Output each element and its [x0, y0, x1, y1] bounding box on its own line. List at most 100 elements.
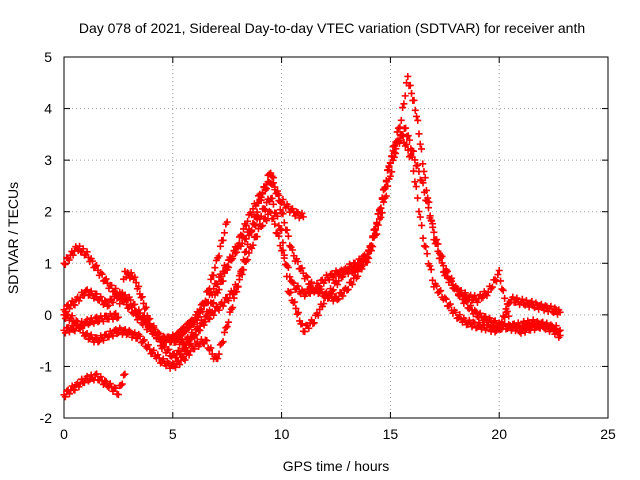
data-point	[99, 336, 107, 344]
data-point	[418, 221, 426, 229]
data-point	[320, 300, 328, 308]
data-point	[513, 294, 521, 302]
data-point	[135, 306, 143, 314]
data-point	[503, 307, 511, 315]
data-point	[408, 89, 416, 97]
data-point	[72, 317, 80, 325]
data-point	[219, 236, 227, 244]
data-point	[404, 146, 412, 154]
data-point	[104, 302, 112, 310]
data-point	[333, 296, 341, 304]
data-point	[89, 257, 97, 265]
data-point	[309, 320, 317, 328]
data-point	[313, 284, 321, 292]
data-point	[415, 130, 423, 138]
data-point	[411, 106, 419, 114]
data-point	[288, 246, 296, 254]
data-point	[386, 159, 394, 167]
data-point	[362, 254, 370, 262]
data-point	[93, 262, 101, 270]
axis-ticks: 0 5 10 15 20 25 -2 -1 0 1 2 3 4 5	[40, 49, 616, 442]
y-tick-label: 3	[44, 152, 52, 168]
data-point	[223, 323, 231, 331]
data-point	[140, 299, 148, 307]
data-point	[420, 167, 428, 175]
data-point	[216, 242, 224, 250]
data-point	[74, 318, 82, 326]
data-point	[324, 294, 332, 302]
data-point	[242, 222, 250, 230]
data-point	[207, 344, 215, 352]
data-point	[484, 288, 492, 296]
x-tick-label: 20	[491, 426, 507, 442]
data-point	[181, 356, 189, 364]
data-point	[146, 315, 154, 323]
data-point	[220, 328, 228, 336]
data-point	[244, 217, 252, 225]
data-point	[180, 329, 188, 337]
data-point	[112, 309, 120, 317]
data-point	[422, 186, 430, 194]
data-point	[416, 140, 424, 148]
data-point	[426, 262, 434, 270]
data-point	[101, 297, 109, 305]
data-point	[244, 240, 252, 248]
data-point	[114, 313, 122, 321]
data-point	[482, 313, 490, 321]
data-point	[421, 174, 429, 182]
data-point	[476, 309, 484, 317]
y-tick-label: -1	[40, 358, 53, 374]
data-point	[378, 194, 386, 202]
data-point	[388, 168, 396, 176]
data-point	[138, 293, 146, 301]
data-point	[415, 208, 423, 216]
data-point	[257, 212, 265, 220]
data-point	[411, 178, 419, 186]
data-point	[276, 225, 284, 233]
data-point	[380, 186, 388, 194]
data-point	[434, 247, 442, 255]
data-point	[520, 300, 528, 308]
data-point	[419, 179, 427, 187]
data-point	[90, 319, 98, 327]
data-point	[414, 116, 422, 124]
data-point	[269, 200, 277, 208]
data-point	[71, 301, 79, 309]
data-point	[509, 320, 517, 328]
data-point	[65, 256, 73, 264]
y-tick-label: 5	[44, 49, 52, 65]
data-point	[230, 294, 238, 302]
data-point	[472, 324, 480, 332]
data-point	[268, 172, 276, 180]
data-point	[253, 233, 261, 241]
data-point	[150, 346, 158, 354]
data-point	[308, 278, 316, 286]
data-point	[333, 281, 341, 289]
data-point	[279, 196, 287, 204]
data-point	[109, 315, 117, 323]
data-point	[433, 239, 441, 247]
data-point	[105, 301, 113, 309]
data-point	[204, 298, 212, 306]
data-point	[60, 259, 68, 267]
data-point	[446, 300, 454, 308]
y-tick-label: 2	[44, 204, 52, 220]
data-point	[196, 326, 204, 334]
data-point	[343, 286, 351, 294]
data-point	[176, 332, 184, 340]
data-point	[514, 322, 522, 330]
data-point	[163, 347, 171, 355]
data-point	[329, 297, 337, 305]
data-point	[491, 276, 499, 284]
data-point	[393, 128, 401, 136]
data-point	[429, 223, 437, 231]
data-point	[150, 324, 158, 332]
data-point	[259, 222, 267, 230]
data-point	[208, 291, 216, 299]
data-point	[426, 212, 434, 220]
y-tick-label: 0	[44, 307, 52, 323]
data-point	[442, 295, 450, 303]
data-point	[279, 239, 287, 247]
data-point	[207, 275, 215, 283]
data-point	[222, 324, 230, 332]
